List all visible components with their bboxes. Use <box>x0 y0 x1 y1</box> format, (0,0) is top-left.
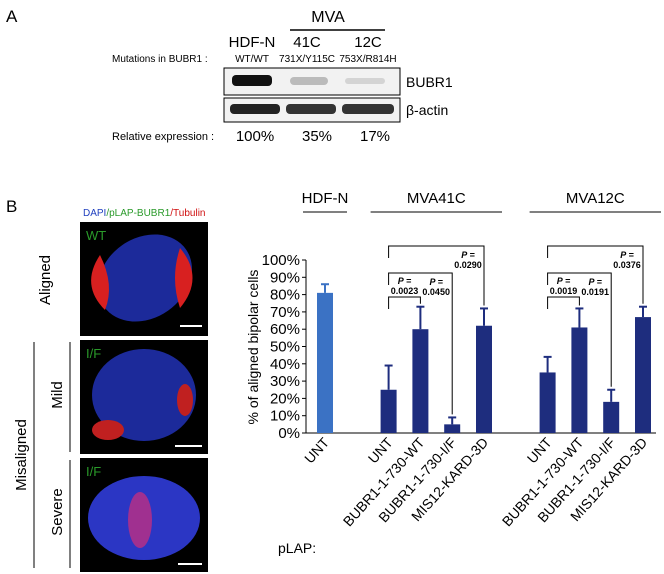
y-tick-label: 40% <box>270 356 300 373</box>
group-label: MVA41C <box>407 190 466 207</box>
micrograph <box>80 222 208 572</box>
y-tick-label: 60% <box>270 321 300 338</box>
group-label: MVA12C <box>566 190 625 207</box>
y-tick-label: 20% <box>270 390 300 407</box>
row-label: Misaligned <box>13 419 30 491</box>
y-axis-title: % of aligned bipolar cells <box>245 270 261 425</box>
mutation: 731X/Y115C <box>279 54 335 65</box>
bar <box>635 317 651 433</box>
group-label: MVA <box>311 9 345 26</box>
significance-bracket <box>547 296 580 309</box>
p-label: P = <box>620 250 634 260</box>
x-axis-title: pLAP: <box>278 540 316 556</box>
stain-legend: DAPI/pLAP-BUBR1/Tubulin <box>83 208 205 219</box>
stain: /pLAP-BUBR1 <box>106 208 170 219</box>
mutations-label: Mutations in BUBR1 : <box>112 54 208 65</box>
bar <box>444 424 461 433</box>
expression: 17% <box>360 128 390 145</box>
bar <box>539 372 556 433</box>
y-tick-label: 50% <box>270 339 300 356</box>
p-value: 0.0450 <box>422 287 450 297</box>
p-label: P = <box>461 250 475 260</box>
p-label: P = <box>588 277 602 287</box>
stain: /Tubulin <box>170 208 205 219</box>
lane-label: 12C <box>354 34 382 51</box>
row-label: Severe <box>49 488 66 536</box>
p-label: P = <box>398 276 412 286</box>
expression: 100% <box>236 128 274 145</box>
significance-bracket <box>388 245 485 306</box>
p-value: 0.0191 <box>581 287 609 297</box>
y-tick-label: 0% <box>278 425 300 442</box>
bar <box>317 292 333 433</box>
expression-label: Relative expression : <box>112 131 214 143</box>
bar <box>571 327 588 433</box>
bar <box>603 401 620 433</box>
lane-label: 41C <box>293 34 321 51</box>
y-tick-label: 100% <box>262 252 300 269</box>
group-label: HDF-N <box>302 190 349 207</box>
y-tick-label: 80% <box>270 287 300 304</box>
significance-bracket <box>547 245 644 304</box>
p-value: 0.0019 <box>550 286 578 296</box>
bar <box>476 325 492 433</box>
band-label: β-actin <box>406 102 448 118</box>
y-tick-label: 70% <box>270 304 300 321</box>
row-label: Aligned <box>37 255 54 305</box>
image-label: I/F <box>86 464 101 479</box>
image-label: WT <box>86 228 106 243</box>
lane-label: HDF-N <box>229 34 276 51</box>
bar <box>412 329 429 433</box>
p-value: 0.0376 <box>613 260 641 270</box>
significance-bracket <box>388 272 453 415</box>
y-tick-label: 90% <box>270 269 300 286</box>
expression: 35% <box>302 128 332 145</box>
mutation: WT/WT <box>235 54 269 65</box>
significance-bracket <box>547 272 612 387</box>
row-label: Mild <box>49 381 66 409</box>
significance-bracket <box>388 296 421 309</box>
p-label: P = <box>429 277 443 287</box>
stain: DAPI <box>83 208 106 219</box>
y-tick-label: 10% <box>270 408 300 425</box>
p-label: P = <box>557 276 571 286</box>
x-tick-label: UNT <box>301 434 332 466</box>
panel-label: A <box>6 7 18 26</box>
band-label: BUBR1 <box>406 74 453 90</box>
image-label: I/F <box>86 346 101 361</box>
mutation: 753X/R814H <box>339 54 396 65</box>
blot <box>223 67 401 123</box>
p-value: 0.0290 <box>454 260 482 270</box>
p-value: 0.0023 <box>391 286 419 296</box>
bar <box>380 389 397 433</box>
y-tick-label: 30% <box>270 373 300 390</box>
panel-label: B <box>6 197 17 216</box>
